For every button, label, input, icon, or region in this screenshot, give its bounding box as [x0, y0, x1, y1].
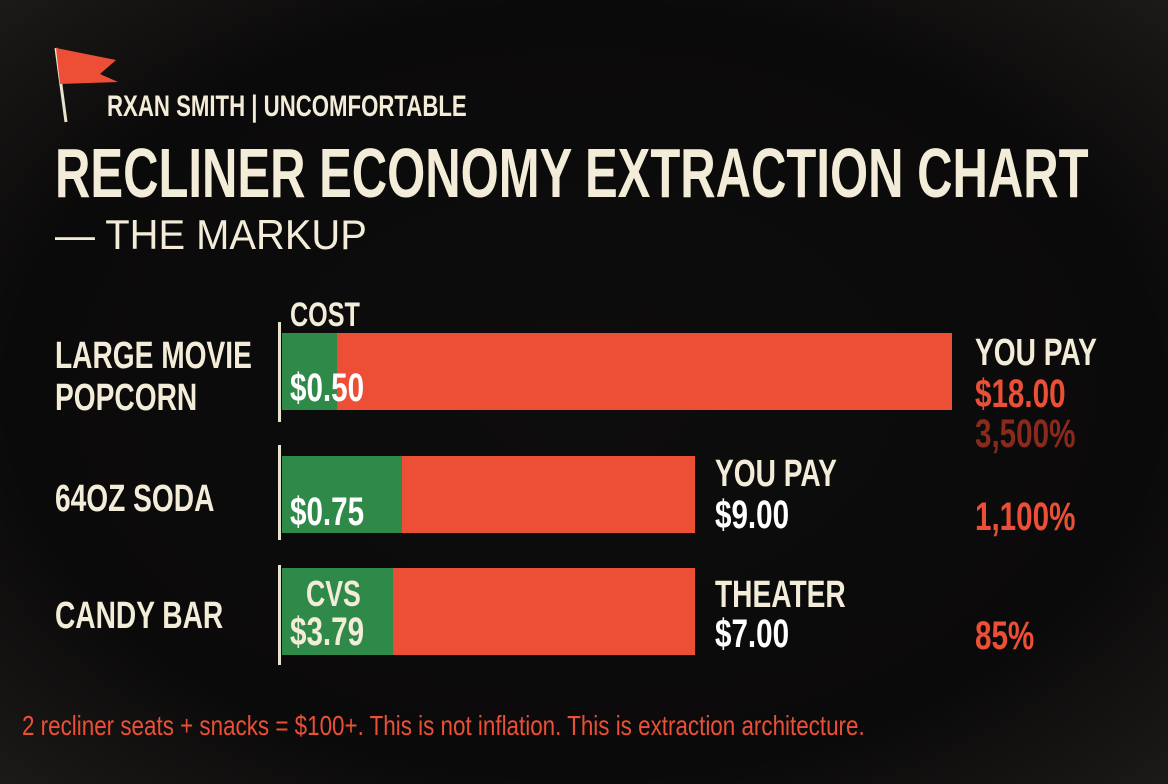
price-value: $18.00 — [975, 372, 1066, 416]
row-label: 64OZ SODA — [55, 478, 215, 520]
row-label: LARGE MOVIE POPCORN — [55, 335, 252, 419]
row-label: CANDY BAR — [55, 595, 224, 637]
axis-line — [278, 322, 281, 422]
title: RECLINER ECONOMY EXTRACTION CHART — [55, 134, 1089, 212]
markup: 1,100% — [975, 495, 1076, 539]
footer-note: 2 recliner seats + snacks = $100+. This … — [22, 710, 865, 741]
byline: RXAN SMITH | UNCOMFORTABLE — [107, 90, 467, 123]
markup: 85% — [975, 614, 1035, 658]
price-value: $7.00 — [715, 612, 790, 656]
axis-line — [278, 445, 281, 540]
axis-line — [278, 565, 281, 665]
cost-bar — [282, 568, 393, 655]
cost-bar — [282, 456, 402, 533]
flag-icon — [54, 47, 118, 123]
subtitle: — THE MARKUP — [55, 211, 367, 258]
price-label: THEATER — [715, 574, 846, 616]
cost-bar — [282, 333, 337, 410]
cost-value: $3.79 — [290, 610, 365, 654]
price-label: YOU PAY — [975, 332, 1097, 374]
cost-value: $0.50 — [290, 366, 365, 410]
cost-value: $0.75 — [290, 490, 365, 534]
price-bar — [282, 333, 952, 410]
cost-label: CVS — [306, 573, 361, 614]
cost-label: COST — [290, 296, 360, 334]
price-value: $9.00 — [715, 493, 790, 537]
markup: 3,500% — [975, 412, 1076, 456]
price-label: YOU PAY — [715, 453, 837, 495]
